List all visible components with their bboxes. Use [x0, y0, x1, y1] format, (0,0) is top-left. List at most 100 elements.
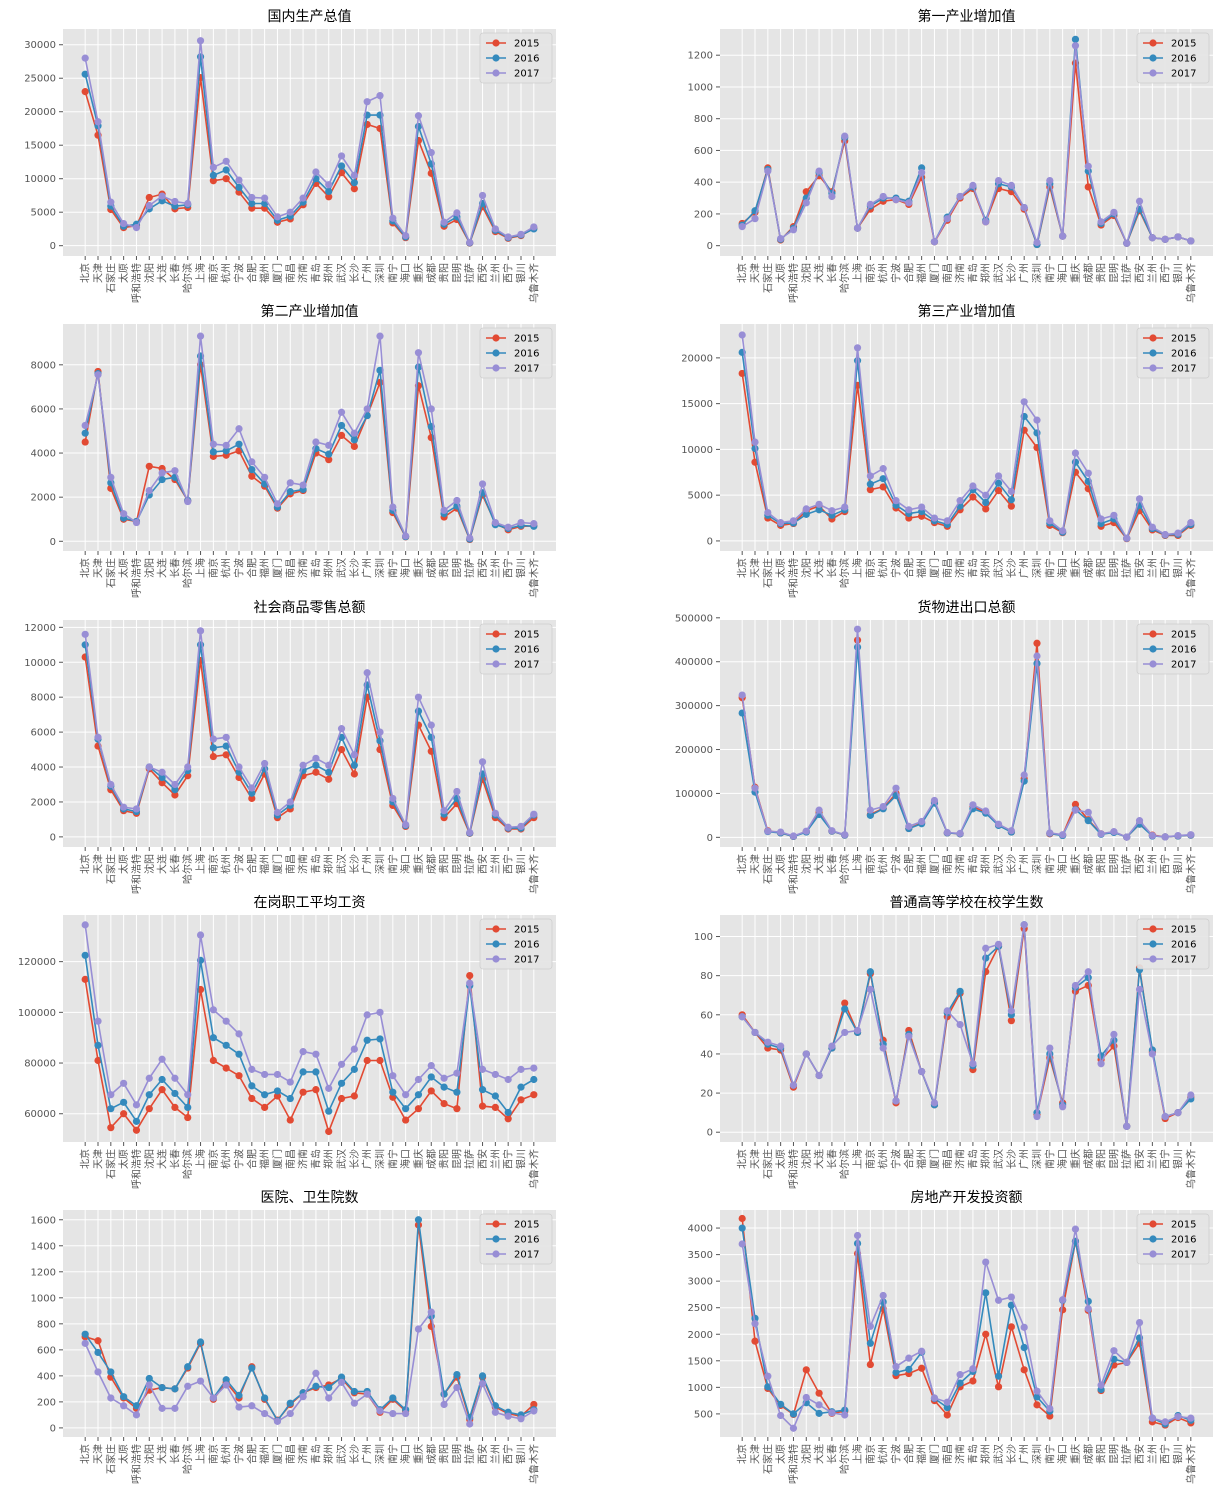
chart-9-xtick-label: 宁波 [233, 1444, 246, 1464]
chart-9-xtick-label: 上海 [194, 1444, 207, 1464]
chart-4-xtick-label: 昆明 [1108, 558, 1120, 578]
chart-6-point-2017 [1110, 828, 1118, 836]
chart-9-point-2017 [376, 1407, 384, 1415]
chart-5-point-2015 [222, 751, 230, 759]
chart-5-xtick-label: 成都 [426, 854, 438, 874]
chart-6-point-2017 [879, 803, 887, 811]
chart-6-xtick-label: 成都 [1083, 854, 1095, 874]
chart-8-point-2017 [777, 1042, 785, 1050]
chart-1-point-2017 [132, 223, 141, 232]
chart-9-point-2016 [414, 1216, 423, 1224]
chart-4-xtick-label: 南宁 [1043, 558, 1056, 578]
chart-9-point-2016 [184, 1363, 192, 1371]
chart-6-point-2017 [841, 831, 849, 839]
chart-6-ytick-label: 200000 [675, 745, 713, 756]
chart-9-xtick-label: 石家庄 [104, 1444, 117, 1474]
chart-7-point-2016 [414, 1091, 423, 1099]
chart-1-point-2015 [81, 88, 89, 96]
chart-8-point-2017 [1046, 1044, 1054, 1052]
chart-8-point-2017 [764, 1038, 772, 1046]
chart-7-xtick-label: 乌鲁木齐 [527, 1149, 540, 1189]
chart-10-point-2015 [943, 1411, 951, 1419]
chart-5-point-2017 [427, 721, 435, 729]
chart-1-point-2017 [196, 37, 205, 45]
chart-7-point-2016 [517, 1083, 525, 1091]
chart-1-point-2017 [248, 193, 256, 202]
chart-1-point-2017 [94, 118, 102, 126]
chart-2-point-2017 [751, 215, 759, 223]
chart-1-point-2017 [81, 54, 89, 62]
chart-1-point-2016 [81, 70, 89, 78]
chart-1-point-2017 [171, 197, 179, 206]
chart-3-point-2017 [145, 486, 153, 495]
chart-6-point-2017 [815, 806, 823, 814]
chart-3-point-2017 [350, 429, 358, 437]
chart-5-point-2017 [517, 822, 525, 830]
chart-10-legend-marker-2015 [1149, 1220, 1157, 1228]
chart-8-xtick-label: 昆明 [1108, 1149, 1120, 1169]
chart-7-point-2017 [363, 1011, 371, 1019]
chart-2-legend-label-2016: 2016 [1171, 54, 1196, 65]
chart-10-xtick-label: 贵阳 [1095, 1444, 1108, 1464]
chart-8-legend-label-2016: 2016 [1171, 940, 1196, 951]
chart-9-point-2017 [440, 1400, 448, 1409]
chart-1-ytick-label: 25000 [24, 74, 56, 85]
chart-10-xtick-label: 大连 [813, 1444, 826, 1464]
chart-2-point-2017 [841, 132, 849, 140]
chart-1-xtick-label: 大连 [156, 263, 169, 283]
chart-7-point-2016 [222, 1041, 230, 1049]
chart-7-xtick-label: 上海 [194, 1149, 207, 1169]
chart-8-xtick-label: 西宁 [1159, 1149, 1172, 1169]
chart-1-point-2017 [530, 223, 538, 231]
chart-1-xtick-label: 呼和浩特 [131, 263, 143, 303]
chart-2-ytick-label: 1200 [688, 51, 713, 62]
chart-5-legend-label-2017: 2017 [514, 660, 539, 671]
chart-7-point-2016 [132, 1117, 141, 1125]
chart-9-point-2016 [478, 1372, 487, 1380]
chart-7-xtick-label: 哈尔滨 [181, 1149, 194, 1179]
chart-5-xtick-label: 武汉 [335, 854, 348, 874]
chart-1-xtick-label: 上海 [194, 263, 207, 283]
chart-3-point-2017 [504, 523, 512, 531]
chart-2-xtick-label: 海口 [1056, 263, 1069, 283]
chart-7-point-2015 [427, 1087, 435, 1095]
chart-1-point-2017 [376, 92, 384, 100]
chart-7-point-2015 [94, 1056, 102, 1065]
chart-2-legend-marker-2015 [1149, 39, 1157, 47]
chart-2: 0 200 400 600 800 1000 1200 北京 天津 石家庄 太原 呼和浩特 沈阳 大连 长春… [688, 8, 1213, 303]
chart-5-point-2017 [248, 784, 256, 792]
chart-5-point-2015 [171, 791, 179, 799]
chart-8-xtick-label: 拉萨 [1120, 1149, 1133, 1169]
chart-7-point-2017 [171, 1074, 179, 1082]
chart-7-xtick-label: 贵阳 [438, 1149, 451, 1169]
chart-7-point-2016 [81, 951, 89, 959]
chart-10-xtick-label: 宁波 [890, 1444, 903, 1464]
chart-4-point-2017 [841, 503, 849, 511]
chart-8-point-2017 [1097, 1060, 1105, 1068]
chart-4-ytick-label: 15000 [681, 399, 713, 410]
chart-3-point-2016 [81, 429, 89, 437]
chart-2-xtick-label: 深圳 [1031, 263, 1043, 283]
chart-3-point-2015 [81, 438, 89, 446]
chart-8-xtick-label: 重庆 [1069, 1149, 1082, 1169]
chart-5-legend: 2015 2016 2017 [479, 623, 553, 675]
chart-3-xtick-label: 哈尔滨 [181, 558, 194, 588]
chart-9-xtick-label: 贵阳 [438, 1444, 451, 1464]
chart-10-xtick-label: 石家庄 [761, 1444, 774, 1474]
chart-8-xtick-label: 贵阳 [1095, 1149, 1108, 1169]
chart-5-xtick-label: 重庆 [412, 854, 425, 874]
chart-9-point-2016 [337, 1373, 346, 1381]
chart-5-xtick-label: 海口 [399, 854, 412, 874]
chart-10-point-2017 [969, 1365, 977, 1373]
chart-3-point-2015 [145, 462, 153, 470]
chart-6-xtick-label: 合肥 [902, 854, 915, 874]
chart-5-xtick-label: 厦门 [271, 854, 284, 874]
chart-9-point-2017 [107, 1394, 115, 1402]
chart-9-xtick-label: 福州 [258, 1444, 271, 1464]
chart-5-xtick-label: 宁波 [233, 854, 246, 874]
chart-6-ytick-label: 300000 [675, 701, 713, 712]
chart-2-xtick-label: 西宁 [1159, 263, 1172, 283]
chart-7-point-2017 [530, 1064, 538, 1072]
chart-9-point-2017 [325, 1394, 333, 1402]
